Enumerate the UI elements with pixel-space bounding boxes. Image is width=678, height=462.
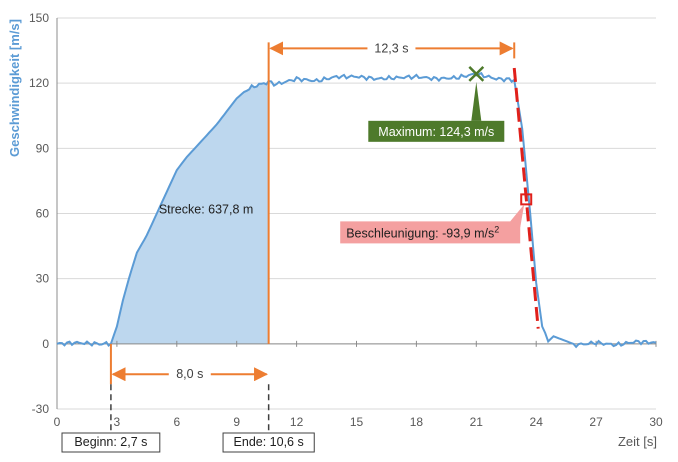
maximum-box <box>368 120 505 142</box>
x-tick-label-0: 0 <box>54 415 61 429</box>
end-label-text: Ende: 10,6 s <box>234 435 304 449</box>
maximum-label: Maximum: 124,3 m/s <box>378 125 494 139</box>
maximum-pointer <box>471 81 482 121</box>
y-tick-label-0: -30 <box>32 402 50 416</box>
x-tick-label-9: 27 <box>589 415 603 429</box>
x-tick-label-10: 30 <box>649 415 663 429</box>
y-tick-label-5: 120 <box>29 76 49 90</box>
x-tick-label-4: 12 <box>290 415 304 429</box>
acceleration-label: Beschleunigung: -93,9 m/s2 <box>346 224 499 240</box>
hold-label: 12,3 s <box>374 41 408 55</box>
y-tick-label-6: 150 <box>29 11 49 25</box>
hold-label-bg <box>367 38 416 57</box>
y-axis-title: Geschwindigkeit [m/s] <box>7 19 22 157</box>
distance-area <box>110 81 269 344</box>
y-tick-label-1: 0 <box>42 337 49 351</box>
maximum-marker <box>468 65 485 82</box>
area-label: Strecke: 637,8 m <box>159 203 254 217</box>
duration-label: 8,0 s <box>176 367 203 381</box>
y-tick-labels: -30 0 30 60 90 120 150 <box>29 11 49 416</box>
start-label-box <box>61 432 161 453</box>
acceleration-marker <box>520 193 533 206</box>
acceleration-box <box>340 221 521 244</box>
x-tick-labels: 0 3 6 9 12 15 18 21 24 27 30 <box>54 340 663 429</box>
x-tick-label-7: 21 <box>470 415 484 429</box>
y-tick-label-2: 30 <box>36 272 50 286</box>
annotations: 8,0 s 12,3 s Strecke: 637,8 m Beginn: 2,7 s… <box>61 38 540 453</box>
x-tick-label-6: 18 <box>410 415 424 429</box>
x-tick-label-8: 24 <box>530 415 544 429</box>
x-tick-label-3: 9 <box>233 415 240 429</box>
x-tick-label-2: 6 <box>173 415 180 429</box>
tangent-line <box>512 67 540 329</box>
speed-series-line <box>56 71 657 349</box>
x-tick-label-1: 3 <box>114 415 121 429</box>
end-label-box <box>222 432 315 453</box>
y-tick-label-3: 60 <box>36 207 50 221</box>
acceleration-label-exponent: 2 <box>494 224 499 234</box>
x-axis-title: Zeit [s] <box>618 434 657 449</box>
duration-label-bg <box>168 364 211 383</box>
x-tick-label-5: 15 <box>350 415 364 429</box>
y-tick-label-4: 90 <box>36 141 50 155</box>
start-label-text: Beginn: 2,7 s <box>74 435 147 449</box>
